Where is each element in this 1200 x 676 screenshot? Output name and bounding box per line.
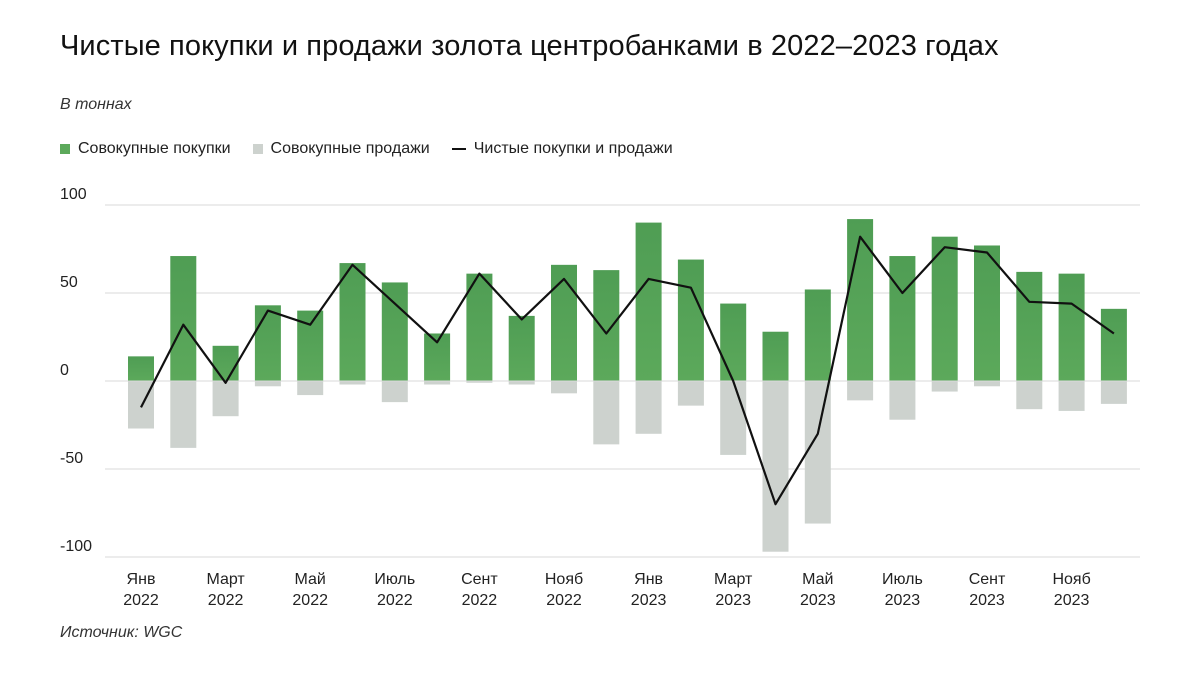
chart-legend: Совокупные покупки Совокупные продажи Чи…: [60, 140, 695, 158]
bar-purchases: [635, 222, 662, 381]
chart-title: Чистые покупки и продажи золота центроба…: [60, 30, 999, 62]
x-tick-label: Сент: [969, 571, 1006, 588]
x-tick-label: 2023: [969, 592, 1005, 609]
bar-purchases: [762, 331, 789, 381]
bar-purchases: [847, 219, 874, 381]
x-tick-label: 2022: [123, 592, 159, 609]
bar-purchases: [1100, 308, 1127, 381]
bar-purchases: [804, 289, 831, 381]
bar-sales: [1100, 381, 1127, 404]
bar-sales: [847, 381, 874, 401]
bar-sales: [339, 381, 366, 385]
bar-purchases: [339, 263, 366, 381]
bar-purchases: [720, 303, 747, 381]
x-tick-label: 2023: [1054, 592, 1090, 609]
bar-purchases: [128, 356, 154, 381]
x-tick-label: Сент: [461, 571, 498, 588]
bar-sales: [1058, 381, 1085, 411]
x-tick-label: 2022: [377, 592, 413, 609]
chart-subtitle: В тоннах: [60, 96, 132, 113]
legend-label-purchases: Совокупные покупки: [78, 140, 231, 157]
x-tick-label: Май: [295, 571, 326, 588]
bar-sales: [170, 381, 197, 448]
x-tick-label: 2022: [208, 592, 244, 609]
bar-sales: [212, 381, 239, 417]
bar-sales: [931, 381, 958, 392]
bar-sales: [974, 381, 1000, 387]
bar-purchases: [254, 305, 281, 381]
bar-purchases: [974, 245, 1000, 381]
net-line: [140, 235, 1115, 506]
bar-purchases: [551, 264, 577, 381]
y-tick-label: -100: [60, 538, 92, 555]
bar-purchases: [381, 282, 408, 381]
y-tick-label: 100: [60, 186, 87, 203]
bar-purchases: [170, 256, 197, 381]
legend-swatch-net: [451, 148, 466, 150]
bar-sales: [508, 381, 535, 385]
bar-sales: [1016, 381, 1043, 410]
bar-sales: [593, 381, 620, 445]
bar-sales: [762, 381, 789, 552]
x-tick-label: Нояб: [545, 571, 583, 588]
legend-item-net: Чистые покупки и продажи: [451, 140, 673, 158]
y-tick-label: 50: [60, 274, 78, 291]
bar-purchases: [677, 259, 704, 381]
bar-purchases: [508, 315, 535, 381]
legend-item-purchases: Совокупные покупки: [60, 140, 231, 158]
bar-sales: [381, 381, 408, 403]
bar-purchases: [593, 270, 620, 381]
bar-purchases: [889, 256, 916, 381]
x-tick-label: Янв: [127, 571, 156, 588]
x-tick-label: Март: [206, 571, 245, 588]
x-tick-label: 2022: [462, 592, 498, 609]
bar-sales: [254, 381, 281, 387]
bar-sales: [720, 381, 747, 455]
x-tick-label: 2022: [292, 592, 328, 609]
x-tick-label: Янв: [634, 571, 663, 588]
x-tick-label: 2023: [885, 592, 921, 609]
legend-swatch-purchases: [60, 144, 70, 154]
bar-sales: [297, 381, 324, 396]
bar-purchases: [1058, 273, 1085, 381]
legend-label-net: Чистые покупки и продажи: [473, 140, 673, 157]
x-tick-label: 2023: [800, 592, 836, 609]
legend-item-sales: Совокупные продажи: [252, 140, 430, 158]
bar-sales: [424, 381, 451, 385]
bar-purchases: [1016, 271, 1043, 381]
bar-sales: [635, 381, 662, 434]
x-tick-label: Нояб: [1052, 571, 1090, 588]
bar-sales: [889, 381, 916, 420]
legend-label-sales: Совокупные продажи: [270, 140, 430, 157]
bar-sales: [551, 381, 577, 394]
x-tick-label: 2023: [715, 592, 751, 609]
x-tick-label: 2022: [546, 592, 582, 609]
bar-purchases: [931, 236, 958, 381]
x-tick-label: Июль: [374, 571, 415, 588]
legend-swatch-sales: [252, 144, 263, 154]
y-tick-label: 0: [60, 362, 69, 379]
x-tick-label: Март: [714, 571, 753, 588]
bar-purchases: [212, 345, 239, 381]
bar-sales: [804, 381, 831, 524]
x-tick-label: Июль: [882, 571, 923, 588]
x-tick-label: 2023: [631, 592, 667, 609]
chart-source: Источник: WGC: [60, 624, 183, 641]
x-tick-label: Май: [802, 571, 833, 588]
bar-sales: [466, 381, 493, 383]
y-tick-label: -50: [60, 450, 83, 467]
bar-sales: [677, 381, 704, 406]
bar-purchases: [466, 273, 493, 381]
